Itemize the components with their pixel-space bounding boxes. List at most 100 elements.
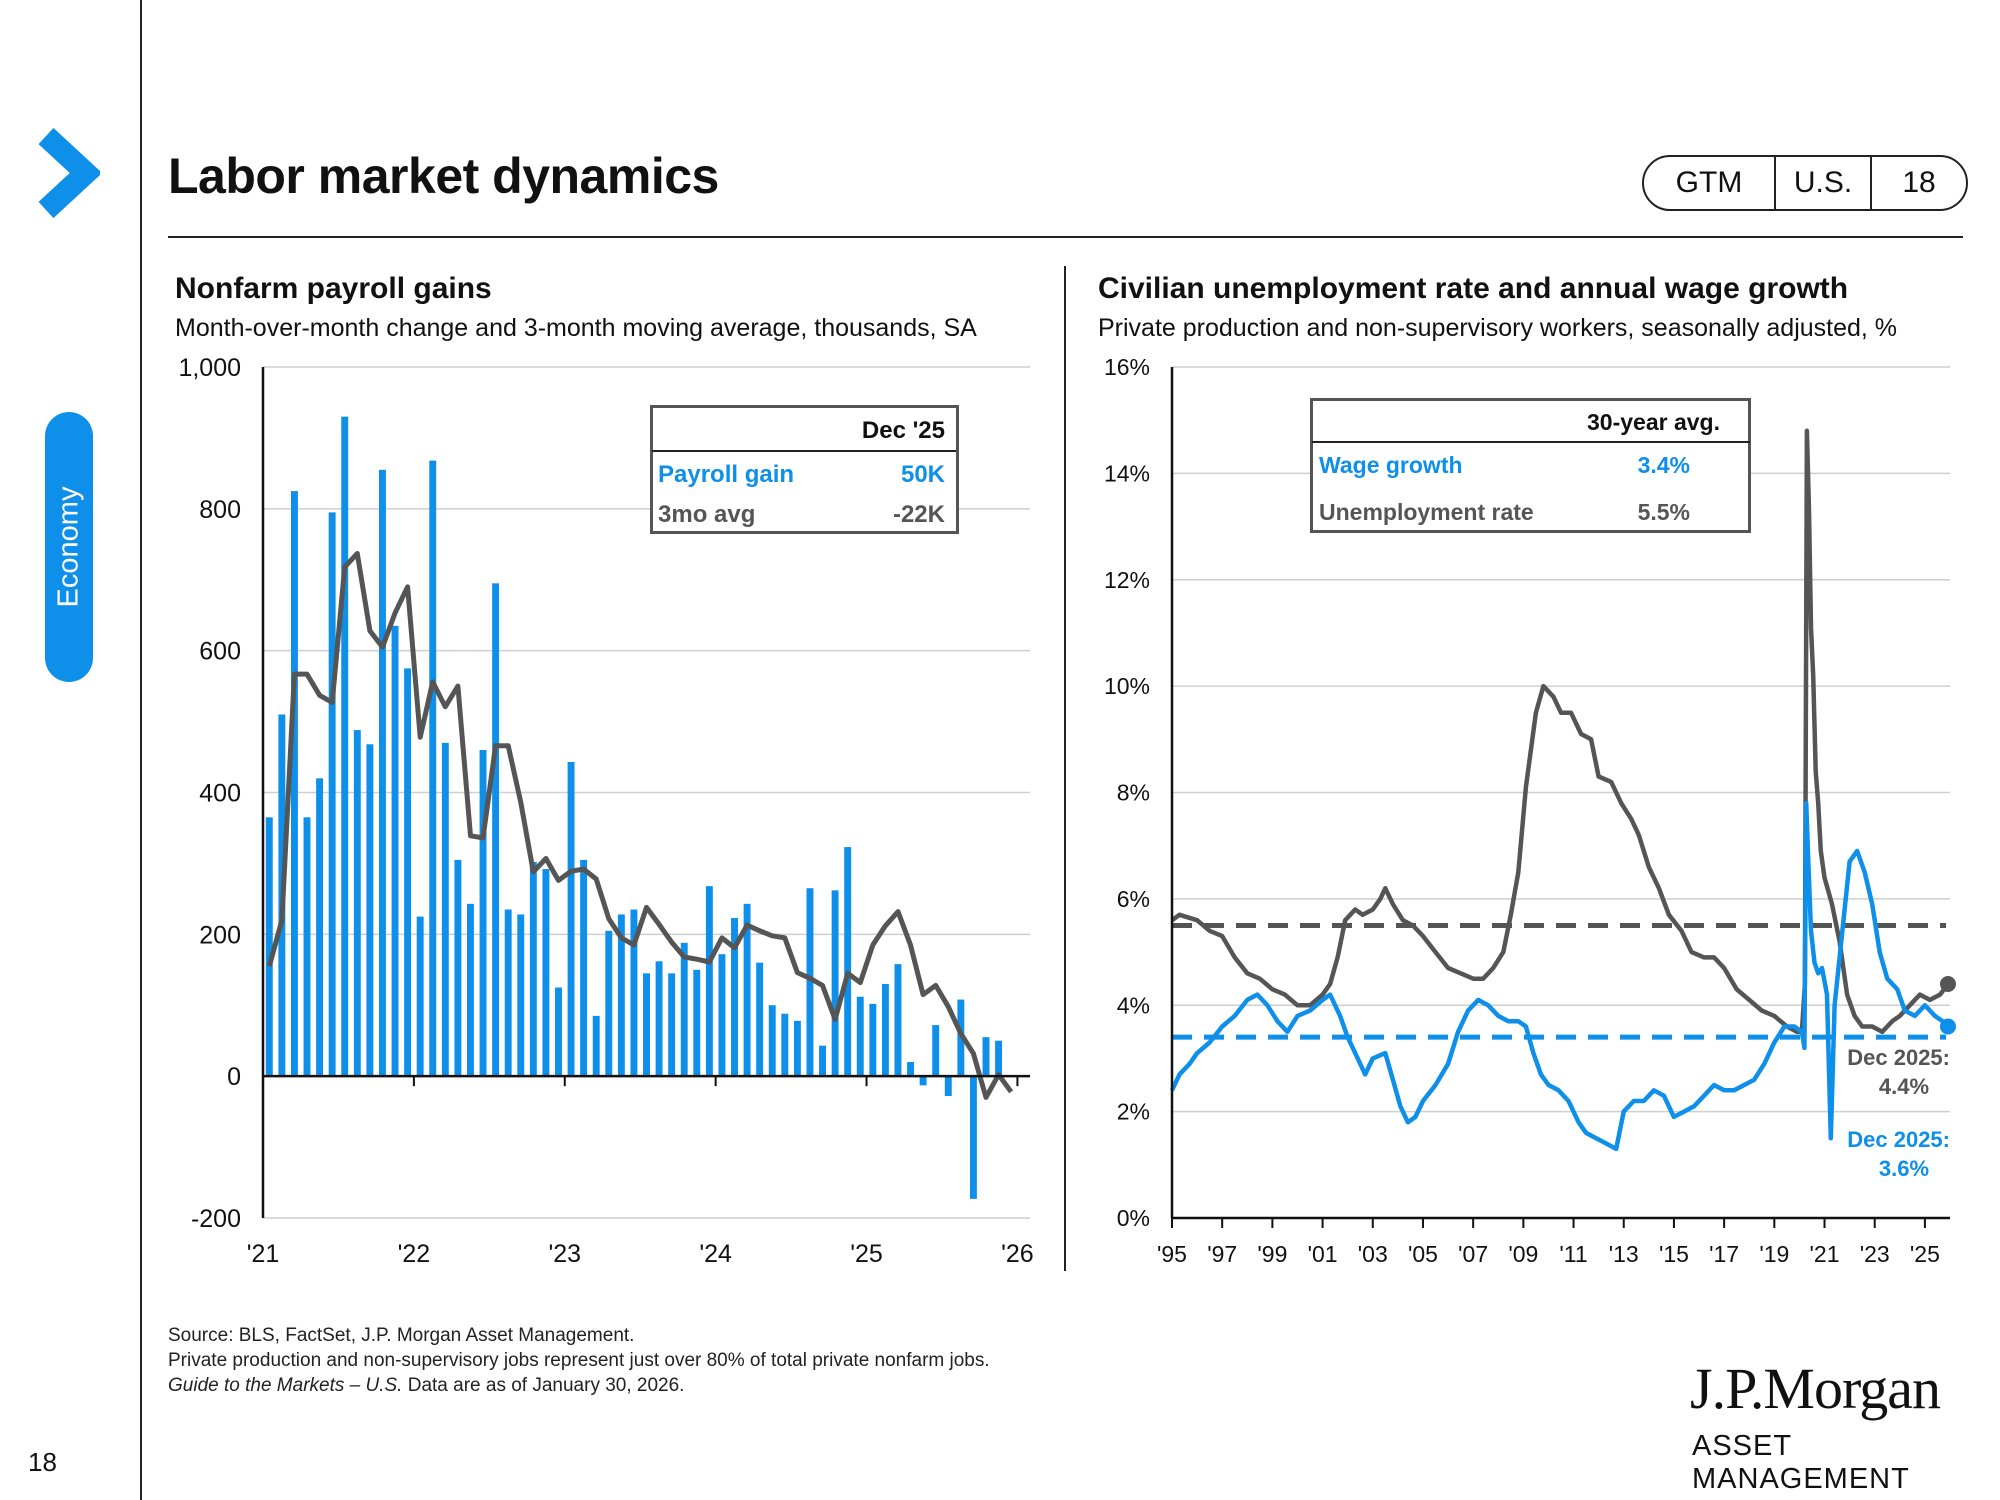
rate-x-tick-label: '07 xyxy=(1458,1241,1488,1267)
rate-x-tick-label: '25 xyxy=(1910,1241,1940,1267)
rate-y-tick-label: 0% xyxy=(1117,1205,1150,1231)
payroll-table-row-value: 50K xyxy=(901,461,946,488)
payroll-bar xyxy=(743,903,751,1077)
payroll-y-tick-label: 800 xyxy=(199,496,241,524)
payroll-bar xyxy=(529,861,537,1077)
unemp-annotation-line1: Dec 2025: xyxy=(1847,1045,1950,1070)
payroll-bar xyxy=(492,583,500,1077)
payroll-bar xyxy=(756,962,764,1077)
payroll-bar xyxy=(718,954,726,1077)
payroll-bar xyxy=(643,973,650,1077)
payroll-bar xyxy=(944,1076,952,1097)
rate-y-tick-label: 10% xyxy=(1104,673,1150,699)
section-tab-economy[interactable]: Economy xyxy=(45,412,93,682)
payroll-bar xyxy=(894,964,902,1077)
page-number: 18 xyxy=(28,1447,57,1477)
footer-date: Guide to the Markets – U.S. Data are as … xyxy=(168,1375,684,1397)
rate-lines xyxy=(1169,428,1956,1152)
tab-gtm[interactable]: GTM xyxy=(1644,157,1776,209)
rate-x-tick-label: '01 xyxy=(1308,1241,1338,1267)
rate-x-tick-label: '97 xyxy=(1207,1241,1237,1267)
payroll-bar xyxy=(819,1045,826,1077)
rate-x-tick-label: '13 xyxy=(1609,1241,1639,1267)
payroll-table: Dec '25 Payroll gain 50K 3mo avg -22K xyxy=(650,405,959,534)
footer-note: Private production and non-supervisory j… xyxy=(168,1350,990,1371)
rate-table-row-label: Wage growth xyxy=(1319,452,1463,478)
payroll-bar xyxy=(932,1025,940,1077)
payroll-bar xyxy=(781,1013,789,1077)
rate-table-row-value: 3.4% xyxy=(1638,452,1690,478)
payroll-bar xyxy=(969,1076,977,1199)
payroll-x-tick-label: '21 xyxy=(247,1240,280,1268)
payroll-table-row-label: Payroll gain xyxy=(658,461,794,488)
rate-x-tick-label: '23 xyxy=(1860,1241,1890,1267)
payroll-bar xyxy=(316,778,324,1077)
payroll-bar xyxy=(768,1005,776,1077)
rate-series-line xyxy=(1169,800,1950,1152)
payroll-bar xyxy=(844,847,852,1077)
payroll-bar xyxy=(919,1076,927,1086)
payroll-y-tick-label: -200 xyxy=(191,1205,241,1233)
footer-date-text: Data are as of January 30, 2026. xyxy=(402,1375,685,1396)
payroll-x-tick-label: '25 xyxy=(850,1240,883,1268)
jpmorgan-logo: J.P.Morgan xyxy=(1690,1356,1941,1421)
payroll-avg-line xyxy=(266,551,1014,1100)
rate-x-tick-label: '21 xyxy=(1810,1241,1840,1267)
wage-annotation-line1: Dec 2025: xyxy=(1847,1127,1950,1152)
rate-gridlines xyxy=(1172,366,1950,1113)
rate-x-tick-label: '19 xyxy=(1759,1241,1789,1267)
payroll-bar xyxy=(416,916,424,1077)
right-chart-title: Civilian unemployment rate and annual wa… xyxy=(1098,272,1849,305)
rate-axes: 0% 2% 4% 6% 8% 10% 12% 14% 16% '95 '97 '99 '01 '03 '05… xyxy=(1104,354,1950,1267)
rate-series-line xyxy=(1170,428,1950,1035)
rate-y-tick-label: 6% xyxy=(1117,886,1150,912)
payroll-bar xyxy=(995,1040,1003,1077)
page-tabs: GTM U.S. 18 xyxy=(1642,155,1968,211)
left-chart-title: Nonfarm payroll gains xyxy=(175,272,492,305)
tab-us[interactable]: U.S. xyxy=(1776,157,1872,209)
right-chart-subtitle: Private production and non-supervisory w… xyxy=(1098,314,1898,342)
payroll-bar xyxy=(303,817,311,1077)
page-title: Labor market dynamics xyxy=(168,148,719,204)
payroll-y-tick-label: 600 xyxy=(199,638,241,666)
payroll-x-tick-label: '22 xyxy=(398,1240,431,1268)
rate-endpoint-marker xyxy=(1939,1018,1956,1035)
footer-source: Source: BLS, FactSet, J.P. Morgan Asset … xyxy=(168,1325,635,1346)
payroll-bar xyxy=(907,1061,915,1077)
left-rail-line xyxy=(140,0,142,1500)
payroll-bar xyxy=(693,969,701,1077)
rate-x-tick-label: '99 xyxy=(1257,1241,1287,1267)
tab-page-number[interactable]: 18 xyxy=(1902,166,1936,199)
payroll-y-tick-label: 1,000 xyxy=(178,354,241,382)
panel-divider xyxy=(1064,266,1066,1271)
payroll-bar xyxy=(542,869,550,1077)
payroll-y-tick-label: 400 xyxy=(199,780,241,808)
payroll-bar xyxy=(567,762,575,1077)
payroll-bar xyxy=(328,512,336,1077)
rate-y-tick-label: 4% xyxy=(1117,992,1150,1018)
rate-annotations: Dec 2025: 4.4% Dec 2025: 3.6% xyxy=(1847,1045,1950,1181)
rate-table-row-value: 5.5% xyxy=(1638,499,1690,525)
left-chart-subtitle: Month-over-month change and 3-month movi… xyxy=(175,314,977,342)
payroll-bar xyxy=(517,914,525,1077)
payroll-bar xyxy=(454,859,462,1077)
payroll-bar xyxy=(592,1015,600,1077)
wage-annotation-line2: 3.6% xyxy=(1879,1156,1929,1181)
payroll-bar xyxy=(265,817,273,1077)
payroll-bar xyxy=(617,914,625,1077)
payroll-bars xyxy=(265,416,1003,1199)
payroll-bar xyxy=(580,859,588,1077)
payroll-bar xyxy=(441,742,449,1077)
payroll-bar xyxy=(479,749,487,1077)
rate-x-tick-label: '17 xyxy=(1709,1241,1739,1267)
unemp-annotation-line2: 4.4% xyxy=(1879,1074,1929,1099)
header-divider xyxy=(168,236,1963,238)
payroll-table-header: Dec '25 xyxy=(862,417,945,444)
payroll-bar xyxy=(655,961,663,1077)
payroll-y-tick-label: 200 xyxy=(199,921,241,949)
payroll-bar xyxy=(982,1037,990,1077)
payroll-bar xyxy=(630,909,638,1077)
payroll-x-tick-label: '26 xyxy=(1001,1240,1034,1268)
chevron-right-icon xyxy=(38,127,103,223)
rate-table: 30-year avg. Wage growth 3.4% Unemployme… xyxy=(1310,398,1751,533)
